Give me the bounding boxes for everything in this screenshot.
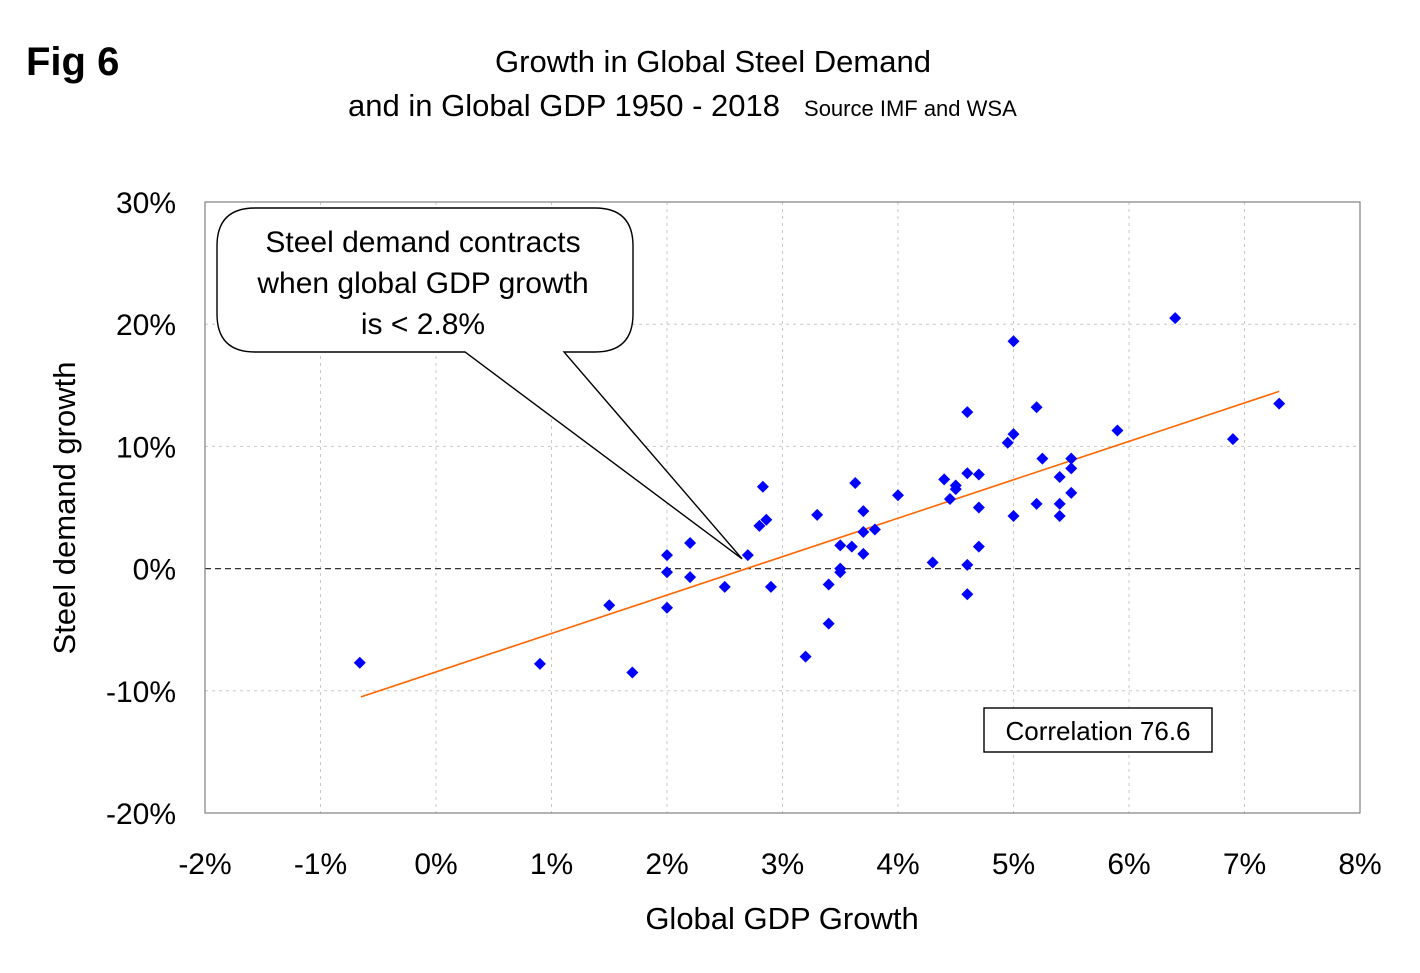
data-point (972, 540, 985, 553)
data-point (1169, 312, 1182, 325)
chart-source: Source IMF and WSA (804, 96, 1017, 121)
data-point (756, 480, 769, 493)
x-tick-label: 7% (1223, 848, 1266, 881)
y-tick-label: 0% (133, 554, 176, 587)
data-point (938, 473, 951, 486)
y-tick-label: 10% (116, 431, 176, 464)
data-point (961, 406, 974, 419)
data-point (1065, 486, 1078, 499)
data-point (972, 501, 985, 514)
data-point (943, 492, 956, 505)
chart-title-line2: and in Global GDP 1950 - 2018 Source IMF … (348, 88, 1017, 124)
data-point (1273, 397, 1286, 410)
data-point (1036, 452, 1049, 465)
data-point (949, 483, 962, 496)
data-point (857, 547, 870, 560)
data-point (961, 467, 974, 480)
data-point (661, 566, 673, 579)
data-point (760, 513, 773, 526)
y-tick-label: -10% (106, 676, 176, 709)
data-point (1226, 433, 1239, 446)
callout: Steel demand contracts when global GDP g… (216, 207, 743, 560)
x-tick-label: 1% (530, 848, 573, 881)
data-point (822, 578, 835, 591)
data-point (845, 540, 858, 553)
data-point (684, 571, 697, 584)
data-point (822, 617, 835, 630)
data-point (533, 657, 546, 670)
data-point (661, 601, 673, 614)
data-point (353, 656, 366, 669)
axis-ticks: -2% -1% 0% 1% 2% 3% 4% 5% 6% 7% 8% 30% 20% 10% 0% -10% -… (106, 187, 1382, 881)
data-point (834, 566, 847, 579)
x-tick-label: 8% (1338, 848, 1381, 881)
data-point (834, 539, 847, 552)
data-point (1053, 510, 1066, 523)
data-point (849, 477, 862, 490)
callout-line1: Steel demand contracts (265, 226, 580, 259)
data-point (626, 666, 639, 679)
data-point (1030, 401, 1043, 414)
correlation-label: Correlation 76.6 (1006, 716, 1191, 746)
data-point (892, 489, 904, 502)
data-point (1007, 428, 1020, 441)
data-point (857, 505, 870, 518)
y-tick-label: 30% (116, 187, 176, 220)
data-point (1065, 462, 1078, 475)
data-point (1053, 470, 1066, 483)
data-point (811, 508, 824, 521)
data-point (1001, 436, 1014, 449)
x-tick-label: 5% (992, 848, 1035, 881)
correlation-box: Correlation 76.6 (983, 707, 1213, 753)
data-point (1007, 510, 1020, 523)
data-point (799, 650, 812, 663)
chart-title-line2-text: and in Global GDP 1950 - 2018 (348, 88, 781, 123)
data-point (961, 558, 974, 571)
callout-line3: is < 2.8% (361, 308, 485, 341)
data-point (603, 599, 616, 612)
callout-bubble (216, 207, 743, 560)
trend-line (360, 390, 1280, 698)
data-point (961, 588, 974, 601)
data-point (1053, 497, 1066, 510)
data-point (1007, 335, 1020, 348)
x-tick-label: 6% (1107, 848, 1150, 881)
data-point (1111, 424, 1124, 437)
data-point (684, 536, 697, 549)
data-point (972, 468, 985, 481)
x-axis-title: Global GDP Growth (645, 901, 918, 936)
data-point (741, 549, 754, 562)
data-point (718, 580, 731, 593)
plot-area (204, 201, 1361, 814)
data-point (926, 556, 939, 569)
data-point (753, 519, 766, 532)
data-point (857, 525, 870, 538)
data-point (1030, 497, 1043, 510)
grid-lines (205, 202, 1360, 813)
x-tick-label: 2% (645, 848, 688, 881)
chart-title-line1: Growth in Global Steel Demand (495, 44, 931, 79)
data-points (353, 312, 1286, 679)
data-point (764, 580, 777, 593)
x-tick-label: 0% (414, 848, 457, 881)
figure-label: Fig 6 (26, 40, 120, 84)
y-tick-label: -20% (106, 798, 176, 831)
callout-line2: when global GDP growth (256, 267, 588, 300)
data-point (868, 523, 881, 536)
y-axis-title: Steel demand growth (47, 362, 82, 655)
data-point (661, 549, 673, 562)
data-point (1065, 452, 1078, 465)
x-tick-label: -2% (178, 848, 231, 881)
x-tick-label: 3% (761, 848, 804, 881)
y-tick-label: 20% (116, 309, 176, 342)
x-tick-label: -1% (294, 848, 347, 881)
x-tick-label: 4% (876, 848, 919, 881)
